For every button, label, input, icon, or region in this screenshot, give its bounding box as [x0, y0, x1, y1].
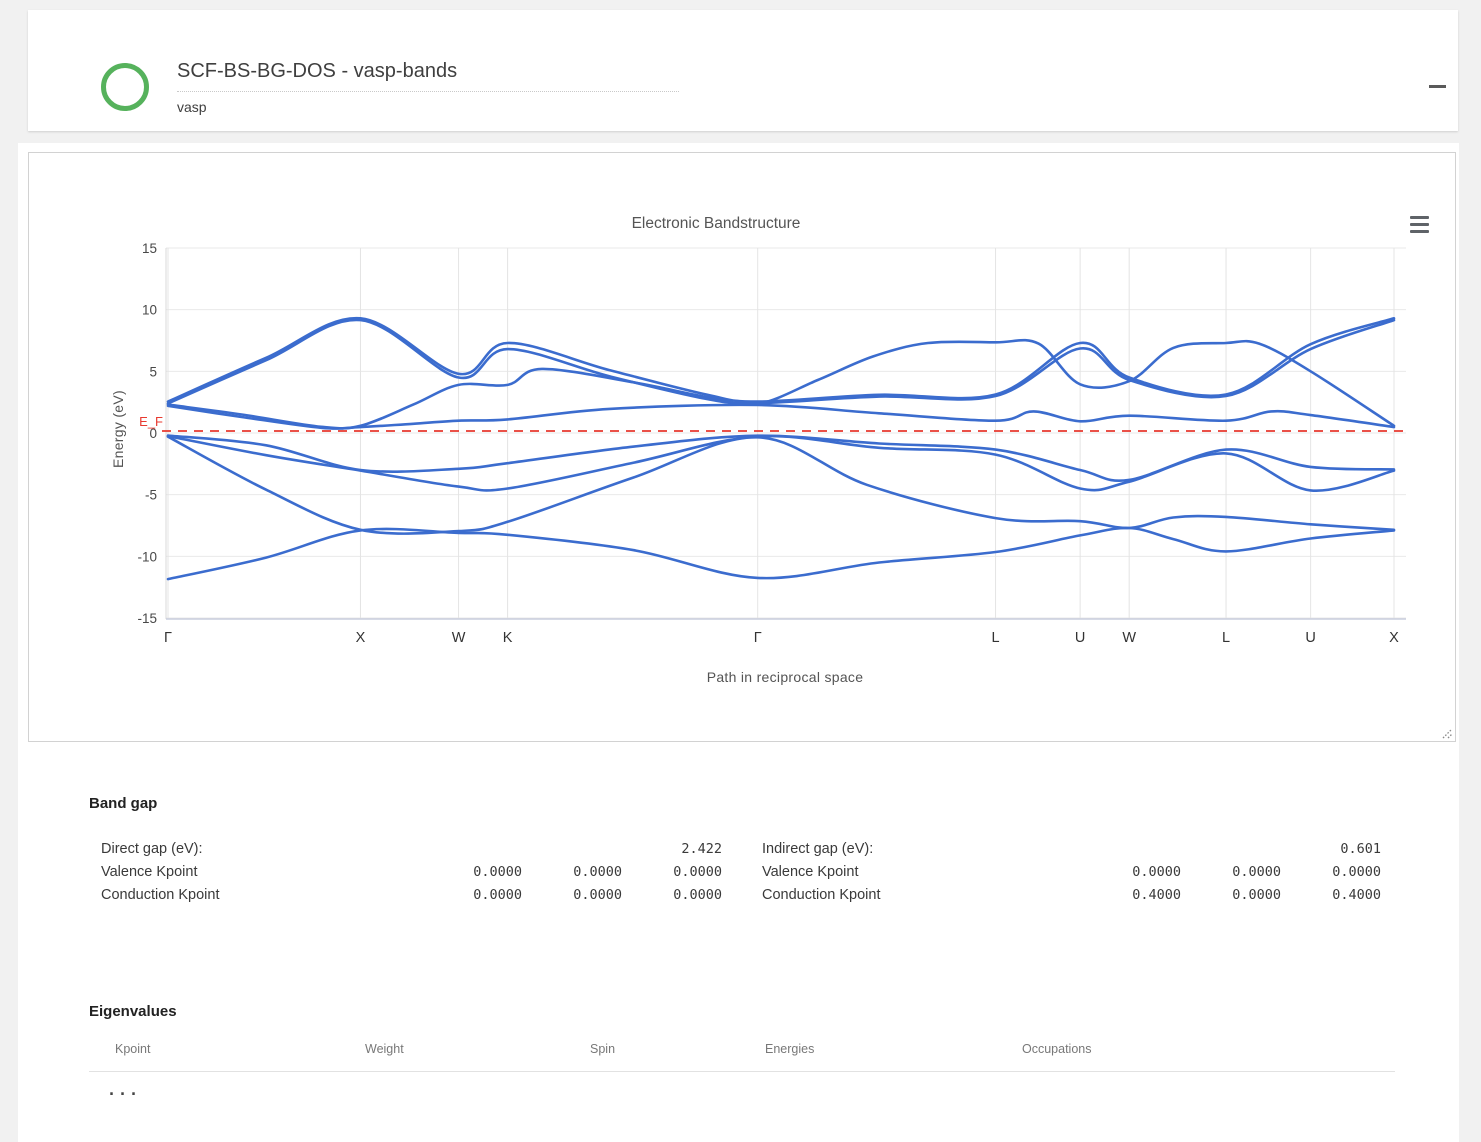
col-occupations: Occupations — [1022, 1042, 1092, 1056]
col-weight: Weight — [365, 1042, 404, 1056]
job-subtitle: vasp — [177, 99, 207, 115]
svg-text:Γ: Γ — [164, 630, 172, 646]
valence-kpoint-row: Valence Kpoint 0.0000 0.0000 0.0000 — [101, 863, 722, 880]
svg-text:U: U — [1305, 630, 1315, 646]
svg-text:E_F: E_F — [139, 414, 163, 429]
eigenvalues-heading: Eigenvalues — [89, 1003, 177, 1020]
svg-text:5: 5 — [149, 364, 157, 379]
svg-text:-10: -10 — [137, 549, 157, 564]
svg-text:W: W — [452, 630, 466, 646]
indirect-gap-value: 0.601 — [1340, 840, 1381, 857]
eigenvalues-divider — [89, 1071, 1395, 1072]
svg-text:K: K — [503, 630, 513, 646]
direct-gap-value: 2.422 — [681, 840, 722, 857]
direct-gap-row: Direct gap (eV): 2.422 — [101, 837, 722, 860]
status-circle-icon — [101, 63, 149, 111]
bandstructure-chart-card: Electronic Bandstructure -15 -10 -5 0 5 10 15 Γ… — [28, 152, 1456, 742]
indirect-gap-row: Indirect gap (eV): 0.601 — [762, 837, 1381, 860]
svg-text:15: 15 — [142, 241, 157, 256]
valence-kpoint-label: Valence Kpoint — [101, 863, 198, 880]
valence-kpoint-row: Valence Kpoint 0.0000 0.0000 0.0000 — [762, 863, 1381, 880]
minimize-icon — [1428, 84, 1446, 88]
col-spin: Spin — [590, 1042, 616, 1056]
bandstructure-plot[interactable]: -15 -10 -5 0 5 10 15 Γ X W K Γ L U W L U X E_F — [29, 153, 1456, 742]
eigenvalues-placeholder[interactable]: ... — [107, 1081, 141, 1099]
svg-text:0: 0 — [149, 426, 157, 441]
indirect-gap-label: Indirect gap (eV): — [762, 840, 874, 857]
valence-kpoint-label: Valence Kpoint — [762, 863, 859, 880]
eigenvalues-header-row: Kpoint Weight Spin Energies Occupations — [89, 1042, 1395, 1060]
svg-text:-15: -15 — [137, 611, 157, 626]
col-kpoint: Kpoint — [115, 1042, 151, 1056]
x-axis-label: Path in reciprocal space — [706, 669, 864, 685]
svg-text:10: 10 — [142, 303, 157, 318]
band-gap-heading: Band gap — [89, 795, 158, 812]
job-header-card: SCF-BS-BG-DOS - vasp-bands vasp — [28, 10, 1458, 131]
indirect-gap-block: Indirect gap (eV): 0.601 Valence Kpoint … — [762, 837, 1381, 906]
chart-menu-icon[interactable] — [1410, 216, 1429, 233]
minimize-button[interactable] — [1422, 72, 1452, 100]
conduction-kpoint-label: Conduction Kpoint — [762, 886, 881, 903]
conduction-kpoint-row: Conduction Kpoint 0.4000 0.0000 0.4000 — [762, 886, 1381, 903]
svg-text:L: L — [1222, 630, 1230, 646]
svg-text:Γ: Γ — [754, 630, 762, 646]
results-panel: Electronic Bandstructure -15 -10 -5 0 5 10 15 Γ… — [18, 143, 1459, 1142]
svg-text:W: W — [1122, 630, 1136, 646]
direct-gap-block: Direct gap (eV): 2.422 Valence Kpoint 0.… — [101, 837, 722, 906]
svg-text:L: L — [992, 630, 1000, 646]
resize-handle-icon[interactable] — [1440, 726, 1453, 739]
direct-gap-label: Direct gap (eV): — [101, 840, 203, 857]
col-energies: Energies — [765, 1042, 815, 1056]
job-title[interactable]: SCF-BS-BG-DOS - vasp-bands — [177, 60, 679, 92]
conduction-kpoint-row: Conduction Kpoint 0.0000 0.0000 0.0000 — [101, 886, 722, 903]
svg-text:-5: -5 — [145, 488, 157, 503]
conduction-kpoint-label: Conduction Kpoint — [101, 886, 220, 903]
svg-text:X: X — [356, 630, 366, 646]
svg-text:U: U — [1075, 630, 1085, 646]
y-axis-label: Energy (eV) — [110, 390, 126, 468]
svg-text:X: X — [1389, 630, 1399, 646]
